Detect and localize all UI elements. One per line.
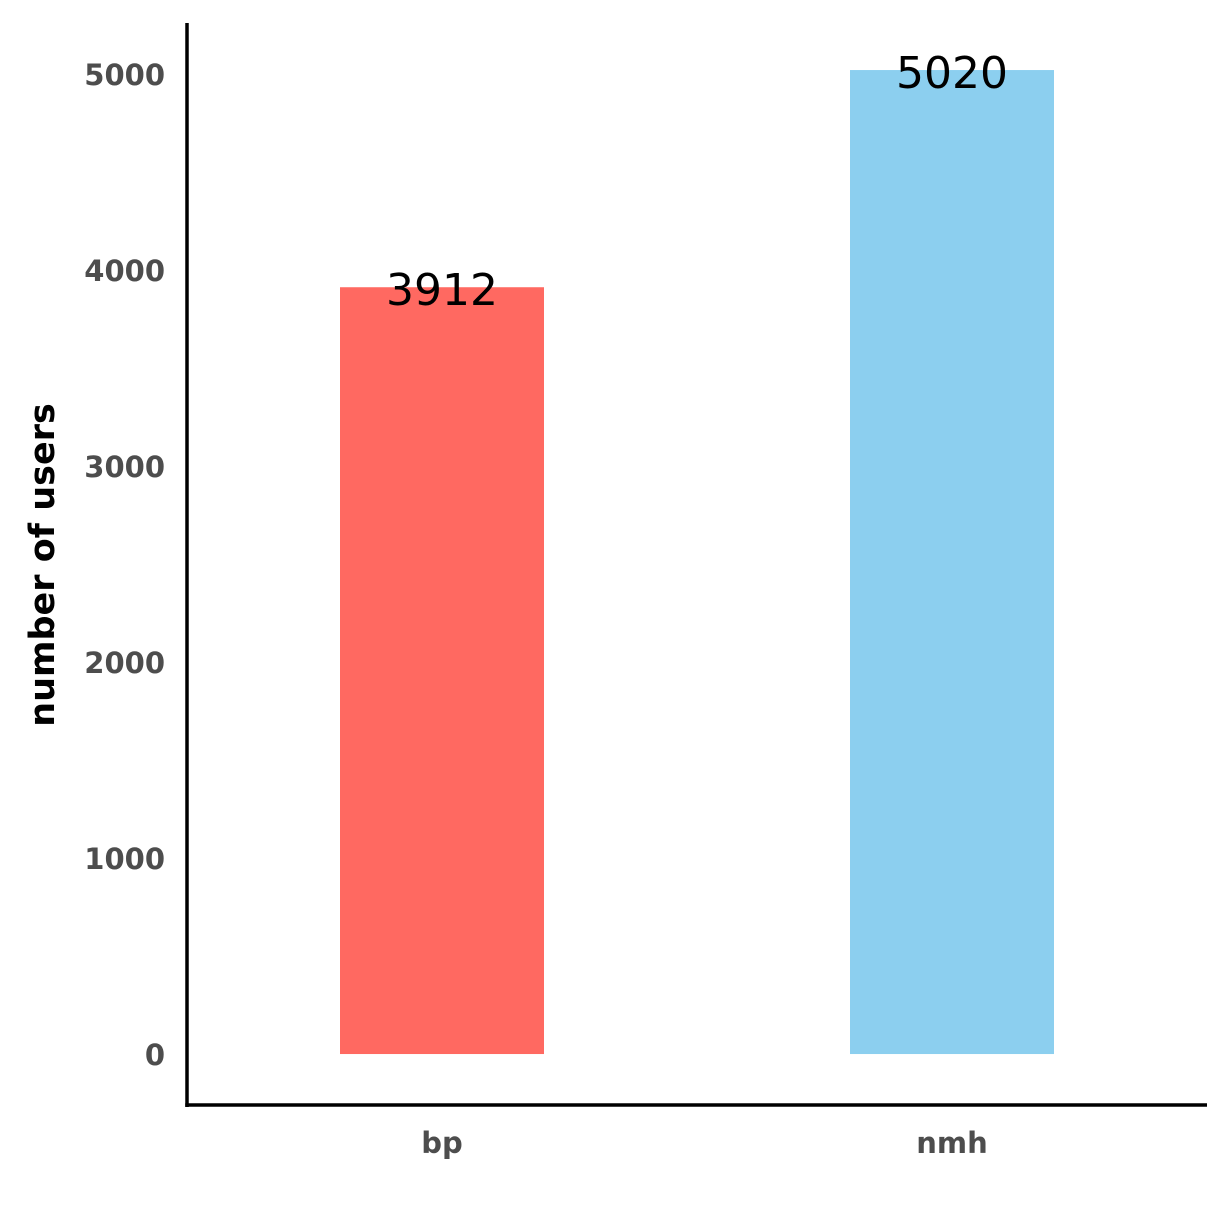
x-axis-ticks: bp nmh bbox=[421, 1126, 988, 1160]
y-tick-label-2000: 2000 bbox=[84, 646, 165, 680]
bars-layer bbox=[340, 70, 1054, 1055]
data-label-bp: 3912 bbox=[386, 265, 498, 316]
y-axis-ticks: 0 1000 2000 3000 4000 5000 bbox=[84, 58, 165, 1072]
x-tick-label-bp: bp bbox=[421, 1126, 463, 1160]
data-labels-layer: 3912 5020 bbox=[386, 48, 1008, 316]
bar-nmh bbox=[850, 70, 1054, 1055]
x-tick-label-nmh: nmh bbox=[916, 1126, 988, 1160]
y-tick-label-0: 0 bbox=[145, 1038, 165, 1072]
data-label-nmh: 5020 bbox=[896, 48, 1008, 99]
bar-bp bbox=[340, 287, 544, 1055]
y-tick-label-5000: 5000 bbox=[84, 58, 165, 92]
y-tick-label-3000: 3000 bbox=[84, 450, 165, 484]
y-tick-label-4000: 4000 bbox=[84, 254, 165, 288]
y-tick-label-1000: 1000 bbox=[84, 842, 165, 876]
y-axis-label: number of users bbox=[23, 403, 63, 727]
